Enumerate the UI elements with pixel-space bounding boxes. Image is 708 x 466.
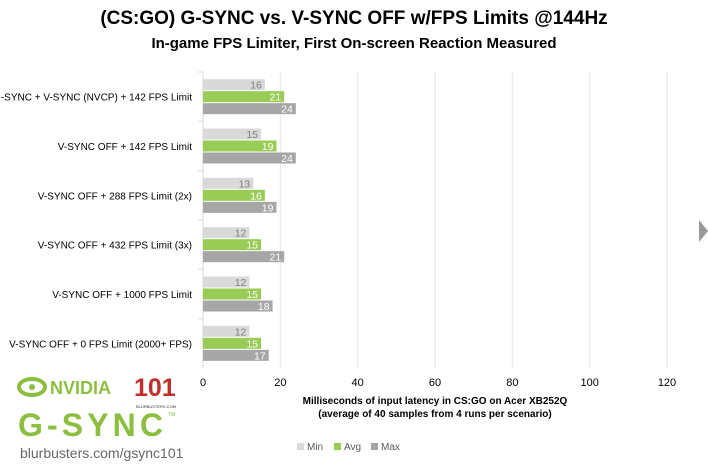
logo-url[interactable]: blurbusters.com/gsync101 xyxy=(20,445,184,461)
data-label: 24 xyxy=(281,104,293,116)
data-label: 21 xyxy=(270,252,282,264)
legend-swatch-max xyxy=(371,443,378,450)
bar-min xyxy=(203,79,265,91)
bar-min xyxy=(203,177,254,189)
x-tick-label: 0 xyxy=(200,377,206,389)
data-label: 16 xyxy=(250,80,262,92)
x-axis-subtitle: (average of 40 samples from 4 runs per s… xyxy=(318,409,551,420)
bar-min xyxy=(203,128,261,140)
nvidia-gsync-logo: NVIDIA 101 BLURBUSTERS.COM G-SYNC TM blu… xyxy=(12,372,187,464)
bar-max xyxy=(203,152,296,164)
bar-min xyxy=(203,276,250,288)
x-tick-label: 20 xyxy=(274,377,286,389)
bar-max xyxy=(203,251,285,263)
data-label: 24 xyxy=(281,153,293,165)
x-tick-label: 100 xyxy=(580,377,598,389)
chevron-right-icon[interactable] xyxy=(699,220,708,242)
category-label: V-SYNC OFF + 142 FPS Limit xyxy=(58,142,192,153)
svg-text:TM: TM xyxy=(168,412,175,418)
svg-text:101: 101 xyxy=(134,374,176,402)
logo-graphic: NVIDIA 101 BLURBUSTERS.COM G-SYNC TM xyxy=(17,374,176,443)
bar-avg xyxy=(203,337,261,349)
category-label: V-SYNC OFF + 0 FPS Limit (2000+ FPS) xyxy=(9,339,192,350)
data-label: 12 xyxy=(235,326,247,338)
data-label: 15 xyxy=(246,129,258,141)
bar-max xyxy=(203,201,277,213)
bar-avg xyxy=(203,140,277,152)
data-label: 13 xyxy=(239,178,251,190)
x-tick-label: 80 xyxy=(506,377,518,389)
category-label: G-SYNC + V-SYNC (NVCP) + 142 FPS Limit xyxy=(0,93,192,104)
data-label: 16 xyxy=(250,190,262,202)
bar-avg xyxy=(203,239,261,251)
bar-min xyxy=(203,227,250,239)
svg-text:BLURBUSTERS.COM: BLURBUSTERS.COM xyxy=(136,404,176,409)
bar-max xyxy=(203,300,273,312)
svg-text:G-SYNC: G-SYNC xyxy=(18,407,163,443)
nvidia-eye-icon xyxy=(17,377,47,397)
legend-swatch-min xyxy=(297,443,304,450)
data-label: 12 xyxy=(235,228,247,240)
data-label: 15 xyxy=(246,338,258,350)
bar-min xyxy=(203,325,250,337)
bar-max xyxy=(203,103,296,115)
bar-avg xyxy=(203,189,265,201)
legend-label: Avg xyxy=(344,442,361,453)
data-label: 15 xyxy=(246,289,258,301)
svg-text:NVIDIA: NVIDIA xyxy=(50,378,111,398)
legend-label: Min xyxy=(307,442,323,453)
data-label: 19 xyxy=(262,202,274,214)
category-label: V-SYNC OFF + 1000 FPS Limit xyxy=(52,290,192,301)
data-label: 12 xyxy=(235,277,247,289)
category-label: V-SYNC OFF + 288 FPS Limit (2x) xyxy=(38,191,192,202)
x-axis-title: Milliseconds of input latency in CS:GO o… xyxy=(303,396,568,407)
legend-swatch-avg xyxy=(334,443,341,450)
legend-label: Max xyxy=(381,442,400,453)
data-label: 19 xyxy=(262,141,274,153)
bar-max xyxy=(203,349,269,361)
chart-title: (CS:GO) G-SYNC vs. V-SYNC OFF w/FPS Limi… xyxy=(100,8,608,29)
chart-subtitle: In-game FPS Limiter, First On-screen Rea… xyxy=(151,35,557,52)
x-tick-label: 40 xyxy=(352,377,364,389)
bar-avg xyxy=(203,288,261,300)
x-tick-label: 60 xyxy=(429,377,441,389)
data-label: 18 xyxy=(258,301,270,313)
data-label: 17 xyxy=(254,350,266,362)
x-tick-label: 120 xyxy=(658,377,676,389)
data-label: 15 xyxy=(246,240,258,252)
category-label: V-SYNC OFF + 432 FPS Limit (3x) xyxy=(38,241,192,252)
bar-avg xyxy=(203,91,285,103)
data-label: 21 xyxy=(270,92,282,104)
